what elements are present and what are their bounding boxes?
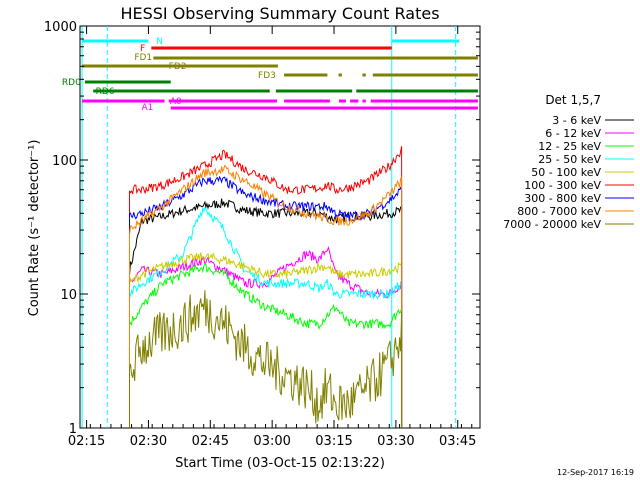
x-tick-label: 03:45 (439, 434, 476, 449)
legend-item-label: 25 - 50 keV (538, 153, 601, 166)
series-line (129, 164, 403, 428)
legend-item-label: 7000 - 20000 keV (503, 218, 601, 231)
legend-item-label: 12 - 25 keV (538, 140, 601, 153)
flag-label-n: N (156, 37, 163, 47)
legend-item-label: 800 - 7000 keV (517, 205, 601, 218)
y-tick-label: 10 (60, 288, 77, 303)
legend-title: Det 1,5,7 (545, 93, 601, 107)
timestamp: 12-Sep-2017 16:19 (557, 468, 634, 477)
legend-item-label: 6 - 12 keV (545, 127, 601, 140)
x-tick-label: 03:15 (315, 434, 352, 449)
series-line (129, 246, 403, 428)
legend-item-label: 300 - 800 keV (524, 192, 601, 205)
y-tick-label: 100 (52, 154, 77, 169)
y-tick-label: 1000 (44, 20, 77, 35)
x-tick-label: 02:15 (68, 434, 105, 449)
series-line (129, 206, 403, 428)
x-tick-label: 03:30 (377, 434, 414, 449)
y-axis-label: Count Rate (s⁻¹ detector⁻¹) (27, 140, 42, 317)
legend-item-label: 3 - 6 keV (552, 114, 601, 127)
flag-label-f: F (140, 44, 145, 54)
flag-label-rd6: RD6 (96, 87, 115, 97)
series-line (129, 251, 403, 428)
flag-label-fd2: FD2 (169, 62, 187, 72)
legend-item-label: 100 - 300 keV (524, 179, 601, 192)
x-tick-label: 03:00 (253, 434, 290, 449)
flag-label-rd0: RD0 (62, 78, 81, 88)
chart-title: HESSI Observing Summary Count Rates (120, 4, 439, 23)
flag-label-a0: A0 (170, 97, 182, 107)
flag-label-fd1: FD1 (134, 53, 152, 63)
series-line (129, 290, 403, 428)
x-axis-label: Start Time (03-Oct-15 02:13:22) (175, 456, 385, 471)
flag-label-a1: A1 (142, 103, 154, 113)
y-tick-label: 1 (69, 422, 77, 437)
series-line (129, 198, 403, 428)
x-tick-label: 02:45 (192, 434, 229, 449)
series-line (129, 146, 403, 428)
flag-label-fd3: FD3 (258, 71, 276, 81)
plot-frame (79, 25, 481, 429)
series-line (129, 175, 403, 428)
legend-item-label: 50 - 100 keV (531, 166, 601, 179)
series-line (129, 263, 403, 428)
x-tick-label: 02:30 (130, 434, 167, 449)
